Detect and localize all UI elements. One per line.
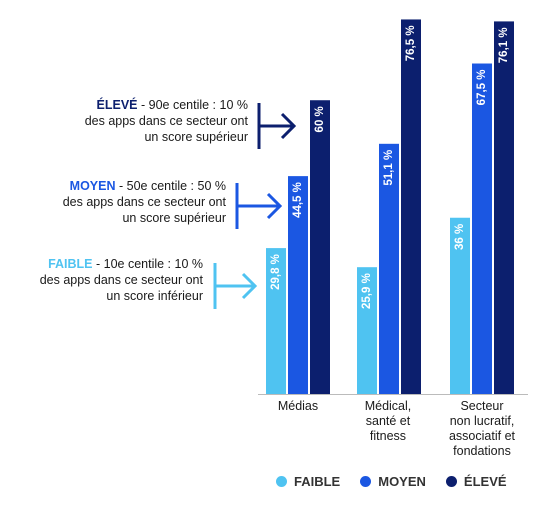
bar-eleve-0 — [310, 100, 330, 394]
arrow-eleve — [257, 103, 297, 149]
note-eleve: ÉLEVÉ - 90e centile : 10 % des apps dans… — [85, 97, 248, 145]
bar-eleve-2 — [494, 21, 514, 394]
bar-faible-2 — [450, 217, 470, 394]
data-label-moyen-1: 51,1 % — [383, 150, 395, 186]
bar-moyen-1 — [379, 143, 399, 394]
legend-item-faible: FAIBLE — [276, 474, 340, 489]
data-label-faible-2: 36 % — [454, 224, 466, 250]
legend-dot-moyen — [360, 476, 372, 487]
legend-item-moyen: MOYEN — [360, 474, 426, 489]
note-faible-line3: un score inférieur — [106, 289, 203, 303]
note-moyen-key: MOYEN — [69, 179, 116, 193]
note-moyen-line2: des apps dans ce secteur ont — [62, 195, 226, 209]
note-faible-key: FAIBLE — [48, 257, 93, 271]
arrow-faible — [213, 263, 258, 309]
note-moyen-line1: - 50e centile : 50 % — [115, 179, 226, 193]
legend-dot-faible — [276, 476, 287, 487]
note-faible-line2: des apps dans ce secteur ont — [39, 273, 203, 287]
note-faible: FAIBLE - 10e centile : 10 % des apps dan… — [40, 256, 203, 304]
legend-label-moyen: MOYEN — [378, 474, 426, 489]
data-label-eleve-0: 60 % — [314, 106, 326, 132]
bar-faible-1 — [357, 267, 377, 394]
data-label-eleve-1: 76,5 % — [405, 25, 417, 61]
data-label-moyen-2: 67,5 % — [476, 70, 488, 106]
legend-label-eleve: ÉLEVÉ — [463, 474, 507, 489]
arrow-moyen — [235, 183, 283, 229]
note-eleve-line3: un score supérieur — [144, 130, 248, 144]
note-eleve-line1: - 90e centile : 10 % — [137, 98, 248, 112]
bar-faible-0 — [266, 248, 286, 394]
legend-label-faible: FAIBLE — [294, 474, 341, 489]
legend-dot-eleve — [445, 476, 457, 487]
category-label-medical: Médical, santé et fitness — [364, 399, 412, 443]
category-label-medias: Médias — [277, 399, 319, 413]
bar-moyen-0 — [288, 176, 308, 394]
data-label-faible-1: 25,9 % — [361, 273, 373, 309]
legend-item-eleve: ÉLEVÉ — [445, 474, 507, 489]
legend: FAIBLE MOYEN ÉLEVÉ — [276, 474, 527, 489]
note-eleve-key: ÉLEVÉ — [96, 98, 138, 112]
note-moyen: MOYEN - 50e centile : 50 % des apps dans… — [63, 178, 226, 226]
bar-moyen-2 — [472, 63, 492, 394]
bar-eleve-1 — [401, 19, 421, 394]
note-faible-line1: - 10e centile : 10 % — [92, 257, 203, 271]
data-label-faible-0: 29,8 % — [270, 254, 282, 290]
data-label-moyen-0: 44,5 % — [292, 182, 304, 218]
note-eleve-line2: des apps dans ce secteur ont — [84, 114, 248, 128]
note-moyen-line3: un score supérieur — [122, 211, 226, 225]
category-label-secteur: Secteur non lucratif, associatif et fond… — [448, 399, 515, 458]
data-label-eleve-2: 76,1 % — [498, 27, 510, 63]
